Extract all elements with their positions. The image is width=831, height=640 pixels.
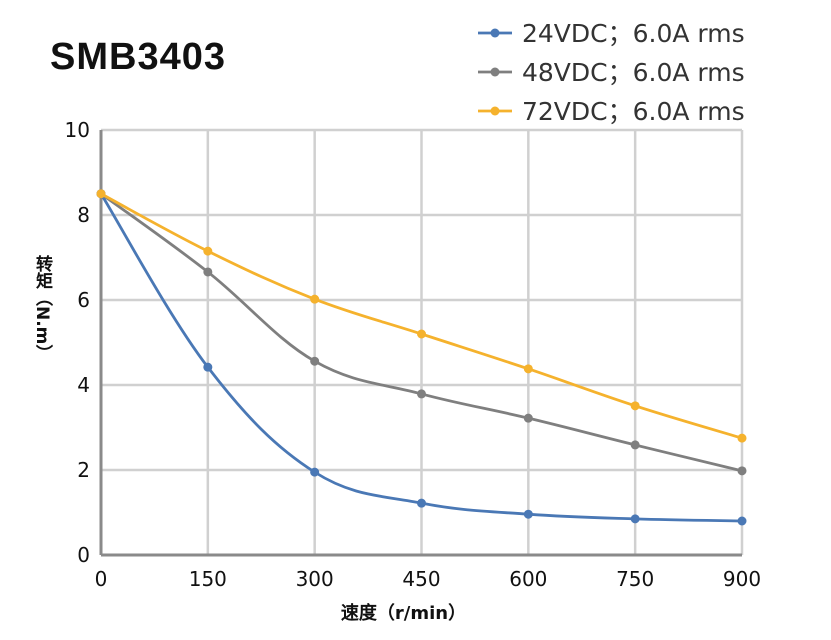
data-point [310,294,320,304]
data-point [523,509,533,519]
y-tick-label: 4 [77,373,90,397]
y-tick-label: 2 [77,458,90,482]
data-point [417,389,426,399]
legend-label: 72VDC；6.0A rms [522,97,745,126]
data-point [737,433,747,443]
data-point [203,267,213,277]
y-tick-label: 6 [77,288,90,312]
chart-title: SMB3403 [50,36,226,78]
x-tick-label: 150 [189,567,227,591]
x-tick-label: 600 [509,567,547,591]
data-point [737,516,747,526]
y-tick-label: 8 [77,203,90,227]
data-point [310,356,320,366]
y-tick-label: 0 [77,543,90,567]
data-point [523,413,533,423]
x-tick-label: 900 [723,567,761,591]
x-tick-label: 450 [402,567,440,591]
data-point [630,514,640,524]
data-point [417,498,426,508]
y-tick-label: 10 [65,118,90,142]
legend-label: 48VDC；6.0A rms [522,58,745,87]
x-tick-label: 0 [95,567,108,591]
legend-marker [490,28,500,38]
x-tick-label: 750 [616,567,654,591]
legend-marker [490,106,500,116]
x-tick-label: 300 [296,567,334,591]
legend-marker [490,67,500,77]
legend-label: 24VDC；6.0A rms [522,19,745,48]
data-point [96,189,106,199]
data-point [417,329,426,339]
data-point [203,246,213,256]
data-point [630,440,640,450]
data-point [630,401,640,411]
data-point [523,364,533,374]
x-axis-label: 速度（r/min） [341,602,466,624]
data-point [203,362,213,372]
data-point [310,467,320,477]
y-axis-label: 转矩（N.m） [32,255,52,362]
data-point [737,466,747,476]
